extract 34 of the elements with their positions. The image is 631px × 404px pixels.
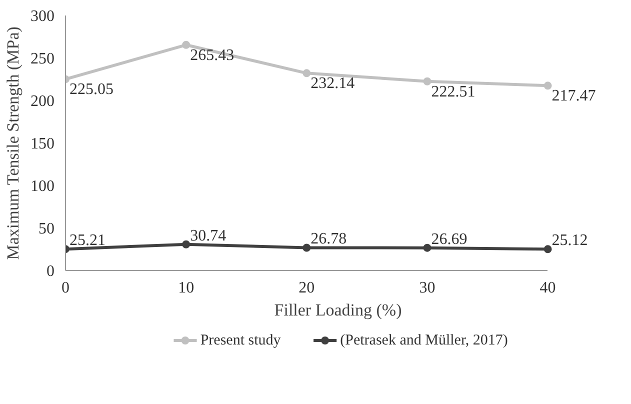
x-tick-label: 10 xyxy=(178,280,194,296)
data-label: 232.14 xyxy=(310,75,355,92)
y-tick-label: 0 xyxy=(46,263,54,280)
x-tick-label: 20 xyxy=(298,280,315,296)
point xyxy=(544,245,552,254)
data-label: 225.05 xyxy=(70,81,114,98)
y-tick-label: 150 xyxy=(30,136,54,152)
x-tick-label: 40 xyxy=(540,280,556,296)
y-tick-label: 250 xyxy=(30,50,54,68)
x-tick-label: 0 xyxy=(62,280,70,296)
y-tick-label: 300 xyxy=(30,8,54,25)
data-label: 265.43 xyxy=(190,46,234,64)
point xyxy=(182,240,190,248)
legend-label: (Petrasek and Müller, 2017) xyxy=(340,332,508,348)
data-label: 30.74 xyxy=(190,227,226,244)
point xyxy=(544,82,552,90)
x-tick-label: 30 xyxy=(419,280,436,296)
point xyxy=(182,40,190,49)
legend-label: Present study xyxy=(200,332,282,348)
data-label: 217.47 xyxy=(552,88,596,105)
y-tick-label: 200 xyxy=(30,93,54,110)
y-axis-title: Maximum Tensile Strength (MPa) xyxy=(4,26,22,260)
data-label: 222.51 xyxy=(431,83,476,100)
point xyxy=(302,244,311,252)
y-tick-label: 50 xyxy=(38,220,54,238)
data-label: 25.12 xyxy=(552,232,588,250)
point xyxy=(302,69,311,78)
data-label: 25.21 xyxy=(70,232,106,250)
data-label: 26.69 xyxy=(431,230,468,248)
point xyxy=(423,244,432,252)
x-axis-title: Filler Loading (%) xyxy=(274,300,402,320)
point xyxy=(423,77,432,86)
y-tick-label: 100 xyxy=(30,178,54,195)
data-label: 26.78 xyxy=(310,230,347,248)
